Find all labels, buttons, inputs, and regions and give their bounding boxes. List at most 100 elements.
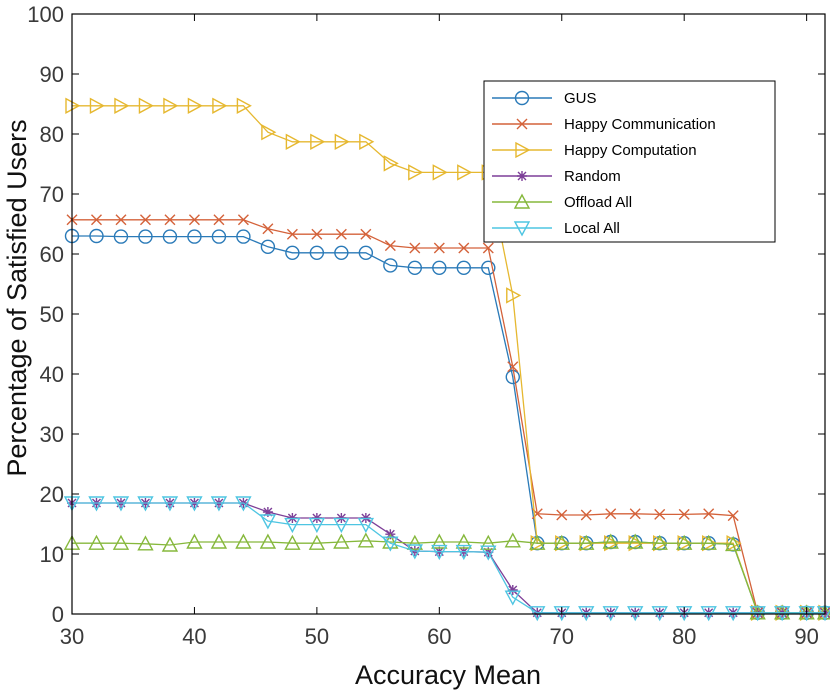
- data-point: [164, 214, 176, 226]
- data-point: [357, 532, 375, 548]
- series-happy-communication: [66, 214, 830, 619]
- x-tick-label: 50: [305, 624, 329, 649]
- data-point: [162, 229, 178, 244]
- x-tick-label: 70: [550, 624, 574, 649]
- data-point: [186, 496, 203, 512]
- series-layer: [63, 97, 830, 622]
- data-point: [188, 214, 200, 226]
- data-point: [259, 514, 277, 530]
- x-tick-label: 60: [427, 624, 451, 649]
- legend-item: Happy Computation: [492, 141, 697, 159]
- data-point: [382, 533, 399, 549]
- data-point: [359, 133, 375, 150]
- data-point: [138, 229, 153, 244]
- data-point: [357, 517, 375, 534]
- data-point: [210, 533, 228, 549]
- y-tick-label: 40: [40, 362, 64, 387]
- y-tick-label: 70: [40, 182, 64, 207]
- x-tick-label: 30: [60, 624, 84, 649]
- legend-item: Local All: [492, 220, 620, 237]
- data-point: [507, 585, 518, 595]
- data-point: [651, 534, 668, 550]
- y-tick-label: 20: [40, 482, 64, 507]
- legend-marker: [515, 141, 531, 159]
- data-point: [432, 164, 448, 181]
- data-point: [553, 606, 570, 622]
- y-tick-label: 50: [40, 302, 64, 327]
- data-point: [335, 228, 347, 240]
- data-point: [504, 532, 521, 548]
- legend-label: GUS: [564, 90, 597, 107]
- data-point: [700, 534, 717, 550]
- y-axis-label: Percentage of Satisfied Users: [2, 119, 32, 476]
- data-point: [286, 228, 298, 240]
- legend-label: Local All: [564, 220, 620, 237]
- data-point: [161, 536, 179, 552]
- data-point: [310, 133, 326, 150]
- data-point: [480, 534, 497, 550]
- data-point: [506, 287, 522, 304]
- data-point: [259, 533, 277, 549]
- data-point: [384, 240, 396, 252]
- data-point: [114, 97, 130, 114]
- data-point: [285, 133, 301, 150]
- data-point: [163, 97, 179, 114]
- data-point: [602, 533, 619, 549]
- data-point: [627, 606, 644, 622]
- data-point: [406, 534, 424, 550]
- legend-box: [483, 80, 776, 243]
- data-point: [308, 534, 326, 550]
- y-tick-label: 60: [40, 242, 64, 267]
- data-point: [798, 606, 815, 622]
- data-point: [481, 260, 496, 275]
- y-tick-label: 90: [40, 62, 64, 87]
- data-point: [113, 229, 129, 244]
- data-point: [161, 496, 179, 512]
- data-point: [260, 239, 276, 255]
- x-axis-label: Accuracy Mean: [355, 660, 541, 690]
- data-point: [724, 606, 742, 622]
- data-point: [262, 507, 273, 517]
- data-point: [504, 590, 521, 606]
- data-point: [236, 97, 252, 114]
- data-point: [137, 496, 154, 512]
- data-point: [112, 496, 130, 512]
- legend-marker: [513, 221, 531, 237]
- legend-marker: [516, 118, 528, 130]
- data-point: [654, 508, 666, 520]
- data-point: [237, 214, 249, 226]
- data-point: [651, 606, 668, 622]
- data-point: [139, 214, 151, 226]
- data-point: [311, 228, 323, 240]
- data-point: [629, 508, 641, 520]
- data-point: [556, 509, 568, 521]
- data-point: [137, 535, 154, 551]
- legend-label: Happy Communication: [564, 116, 716, 133]
- data-point: [358, 245, 374, 261]
- data-point: [88, 496, 105, 512]
- data-point: [235, 496, 252, 512]
- data-point: [553, 534, 570, 550]
- data-point: [333, 517, 350, 534]
- legend-marker: [514, 90, 530, 106]
- legend-label: Happy Computation: [564, 142, 697, 159]
- data-point: [262, 223, 274, 235]
- data-point: [431, 533, 448, 549]
- data-point: [383, 155, 399, 172]
- data-point: [507, 361, 519, 373]
- series-line: [72, 219, 825, 614]
- y-tick-label: 30: [40, 422, 64, 447]
- data-point: [333, 533, 350, 549]
- data-point: [580, 509, 592, 521]
- data-point: [284, 534, 301, 550]
- data-point: [602, 606, 619, 622]
- data-point: [186, 533, 203, 549]
- data-point: [604, 535, 620, 552]
- data-point: [700, 606, 717, 622]
- data-point: [408, 164, 424, 181]
- legend-marker: [517, 171, 527, 181]
- data-point: [138, 97, 154, 114]
- data-point: [457, 164, 473, 181]
- data-point: [407, 260, 423, 275]
